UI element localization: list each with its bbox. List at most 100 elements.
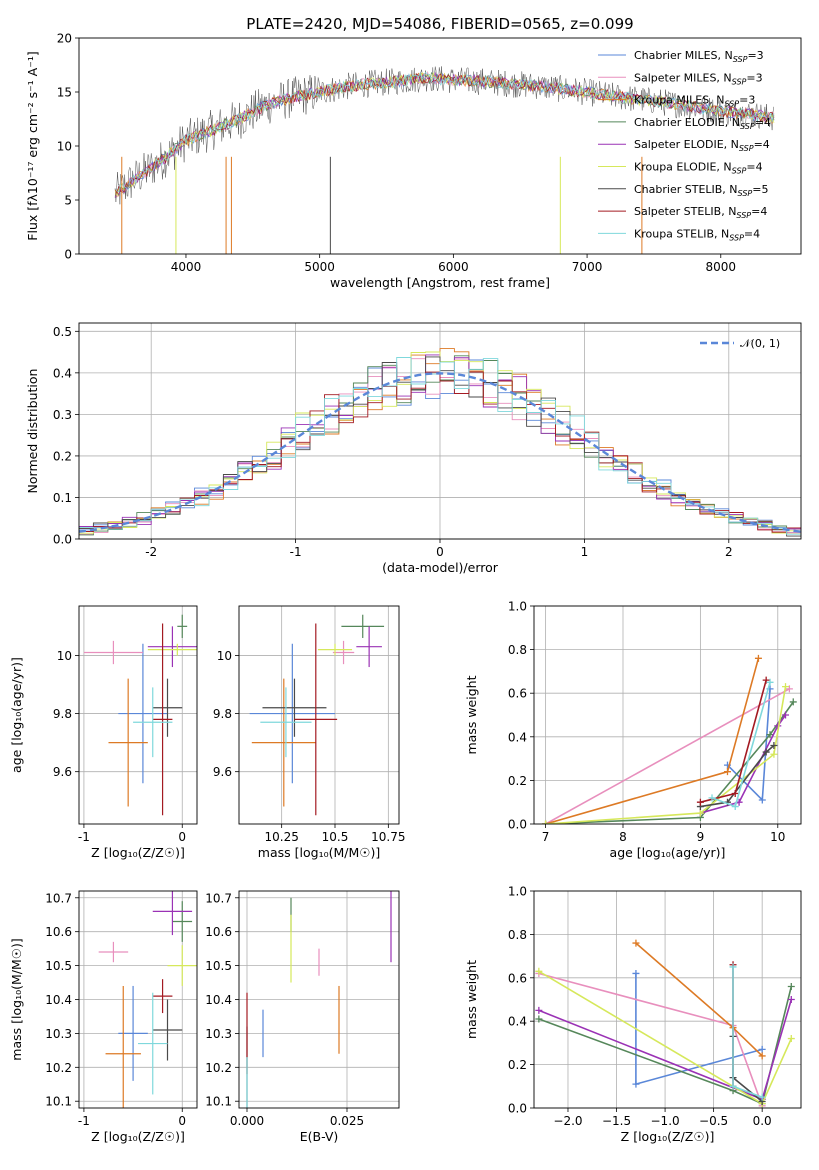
y-tick-label: 10 (217, 649, 232, 663)
y-tick-label: 10.4 (205, 993, 232, 1007)
y-tick-label: 10.1 (45, 1095, 72, 1109)
weight-line (545, 688, 790, 824)
x-tick-label: 0.025 (330, 1114, 364, 1128)
legend-suffix: =3 (746, 71, 762, 84)
y-tick-label: 9.6 (213, 765, 232, 779)
errorbar-point (294, 623, 338, 816)
panel-mass_weight_vs_Z: −2.0 −1.5 −1.0 −0.5 0.0 0.0 0.2 0.4 0.6 0.8 1.0 Z [… (464, 885, 802, 1144)
x-tick-label: -1 (78, 830, 90, 844)
legend-entry: Salpeter MILES, NSSP=3 (634, 71, 763, 86)
errorbar-point (317, 643, 353, 656)
x-axis-label: age [log₁₀(age/yr)] (610, 845, 726, 860)
errorbar-point (152, 891, 193, 936)
y-tick-label: 9.6 (53, 765, 72, 779)
weight-marker (787, 1035, 795, 1043)
y-axis-label: Normed distribution (25, 369, 40, 494)
legend-suffix: =4 (744, 227, 760, 240)
y-tick-label: 1.0 (508, 885, 527, 899)
y-tick-label: 0.0 (508, 1102, 527, 1116)
x-axis-label: Z [log₁₀(Z/Z☉)] (621, 1129, 715, 1144)
errorbar-point (152, 979, 173, 1014)
y-tick-label: 0.8 (508, 643, 527, 657)
legend-suffix: =4 (746, 161, 762, 174)
weight-marker (535, 967, 543, 975)
x-tick-label: 0 (178, 1114, 186, 1128)
axes-frame (238, 605, 400, 825)
x-tick-label: -1 (78, 1114, 90, 1128)
y-tick-label: 10.4 (45, 993, 72, 1007)
figure-title: PLATE=2420, MJD=54086, FIBERID=0565, z=0… (246, 15, 633, 33)
x-axis-label: Z [log₁₀(Z/Z☉)] (91, 845, 185, 860)
legend-name: Salpeter MILES, N (634, 71, 732, 84)
legend-suffix: =4 (751, 205, 767, 218)
y-tick-label: 0.2 (508, 774, 527, 788)
x-tick-label: 8000 (706, 260, 737, 274)
weight-marker (758, 1093, 766, 1101)
weight-marker (770, 750, 778, 758)
errorbar-point (108, 678, 148, 807)
y-tick-label: 0.6 (508, 687, 527, 701)
panel-age_vs_Z: -1 0 9.6 9.8 10 Z [log₁₀(Z/Z☉)] age [log₁₀(age… (9, 605, 198, 860)
x-tick-label: 5000 (304, 260, 335, 274)
legend-name: Salpeter STELIB, N (634, 205, 736, 218)
x-tick-label: 7000 (572, 260, 603, 274)
y-tick-label: 10.5 (45, 959, 72, 973)
y-tick-label: 10.7 (205, 891, 232, 905)
legend-suffix: =3 (747, 49, 763, 62)
weight-line (700, 744, 775, 808)
x-axis-label: mass [log₁₀(M/M☉)] (258, 845, 380, 860)
y-tick-label: 10 (57, 649, 72, 663)
normal-curve (79, 372, 801, 533)
y-axis-label: mass weight (464, 960, 479, 1039)
legend-entry: Chabrier ELODIE, NSSP=4 (634, 116, 771, 131)
axes-frame (78, 37, 802, 255)
y-tick-label: 9.8 (213, 707, 232, 721)
errorbar-point (83, 640, 143, 665)
plot-area-age_vs_mass (249, 614, 385, 816)
legend-suffix: =4 (755, 116, 771, 129)
y-tick-label: 10.6 (205, 925, 232, 939)
legend-sub: SSP (733, 55, 748, 64)
y-tick-label: 10.7 (45, 891, 72, 905)
x-tick-label: 2 (725, 545, 733, 559)
y-tick-label: 10.3 (45, 1027, 72, 1041)
plot-area-mass_weight_vs_age (542, 654, 797, 824)
weight-marker (731, 789, 739, 797)
weight-line (700, 714, 787, 814)
legend-entry: Kroupa STELIB, NSSP=4 (634, 227, 760, 242)
x-axis-label: Z [log₁₀(Z/Z☉)] (91, 1129, 185, 1144)
x-tick-label: -2 (145, 545, 157, 559)
errorbar-point (152, 999, 183, 1061)
x-tick-label: 0 (178, 830, 186, 844)
weight-marker (782, 683, 790, 691)
legend-sub: SSP (724, 100, 739, 109)
legend-name: Chabrier ELODIE, N (634, 116, 740, 129)
y-tick-label: 0.4 (508, 1015, 527, 1029)
weight-marker (758, 1045, 766, 1053)
legend-suffix: =4 (754, 138, 770, 151)
y-tick-label: 5 (64, 194, 72, 208)
x-tick-label: 6000 (438, 260, 469, 274)
weight-marker (770, 742, 778, 750)
axes-frame (78, 605, 198, 825)
y-tick-label: 0 (64, 248, 72, 262)
y-tick-label: 10.1 (205, 1095, 232, 1109)
spectrum-line (114, 71, 775, 198)
y-tick-label: 0.3 (53, 408, 72, 422)
weight-marker (762, 748, 770, 756)
legend-entry: Chabrier STELIB, NSSP=5 (634, 183, 768, 198)
legend-name: Salpeter ELODIE, N (634, 138, 739, 151)
legend-name: Kroupa MILES, N (634, 94, 724, 107)
x-tick-label: 0.0 (753, 1114, 772, 1128)
y-tick-label: 0.0 (53, 533, 72, 547)
legend-name: Kroupa ELODIE, N (634, 161, 732, 174)
x-tick-label: −0.5 (699, 1114, 728, 1128)
y-tick-label: 0.4 (53, 366, 72, 380)
y-tick-label: 10.2 (205, 1061, 232, 1075)
weight-line (538, 986, 793, 1105)
errorbar-point (249, 643, 335, 784)
weight-marker (542, 820, 550, 824)
legend-sub: SSP (729, 233, 744, 242)
panel-age_vs_mass: 10.25 10.5 10.75 9.6 9.8 10 mass [log₁₀(M/M☉)] (213, 605, 406, 860)
